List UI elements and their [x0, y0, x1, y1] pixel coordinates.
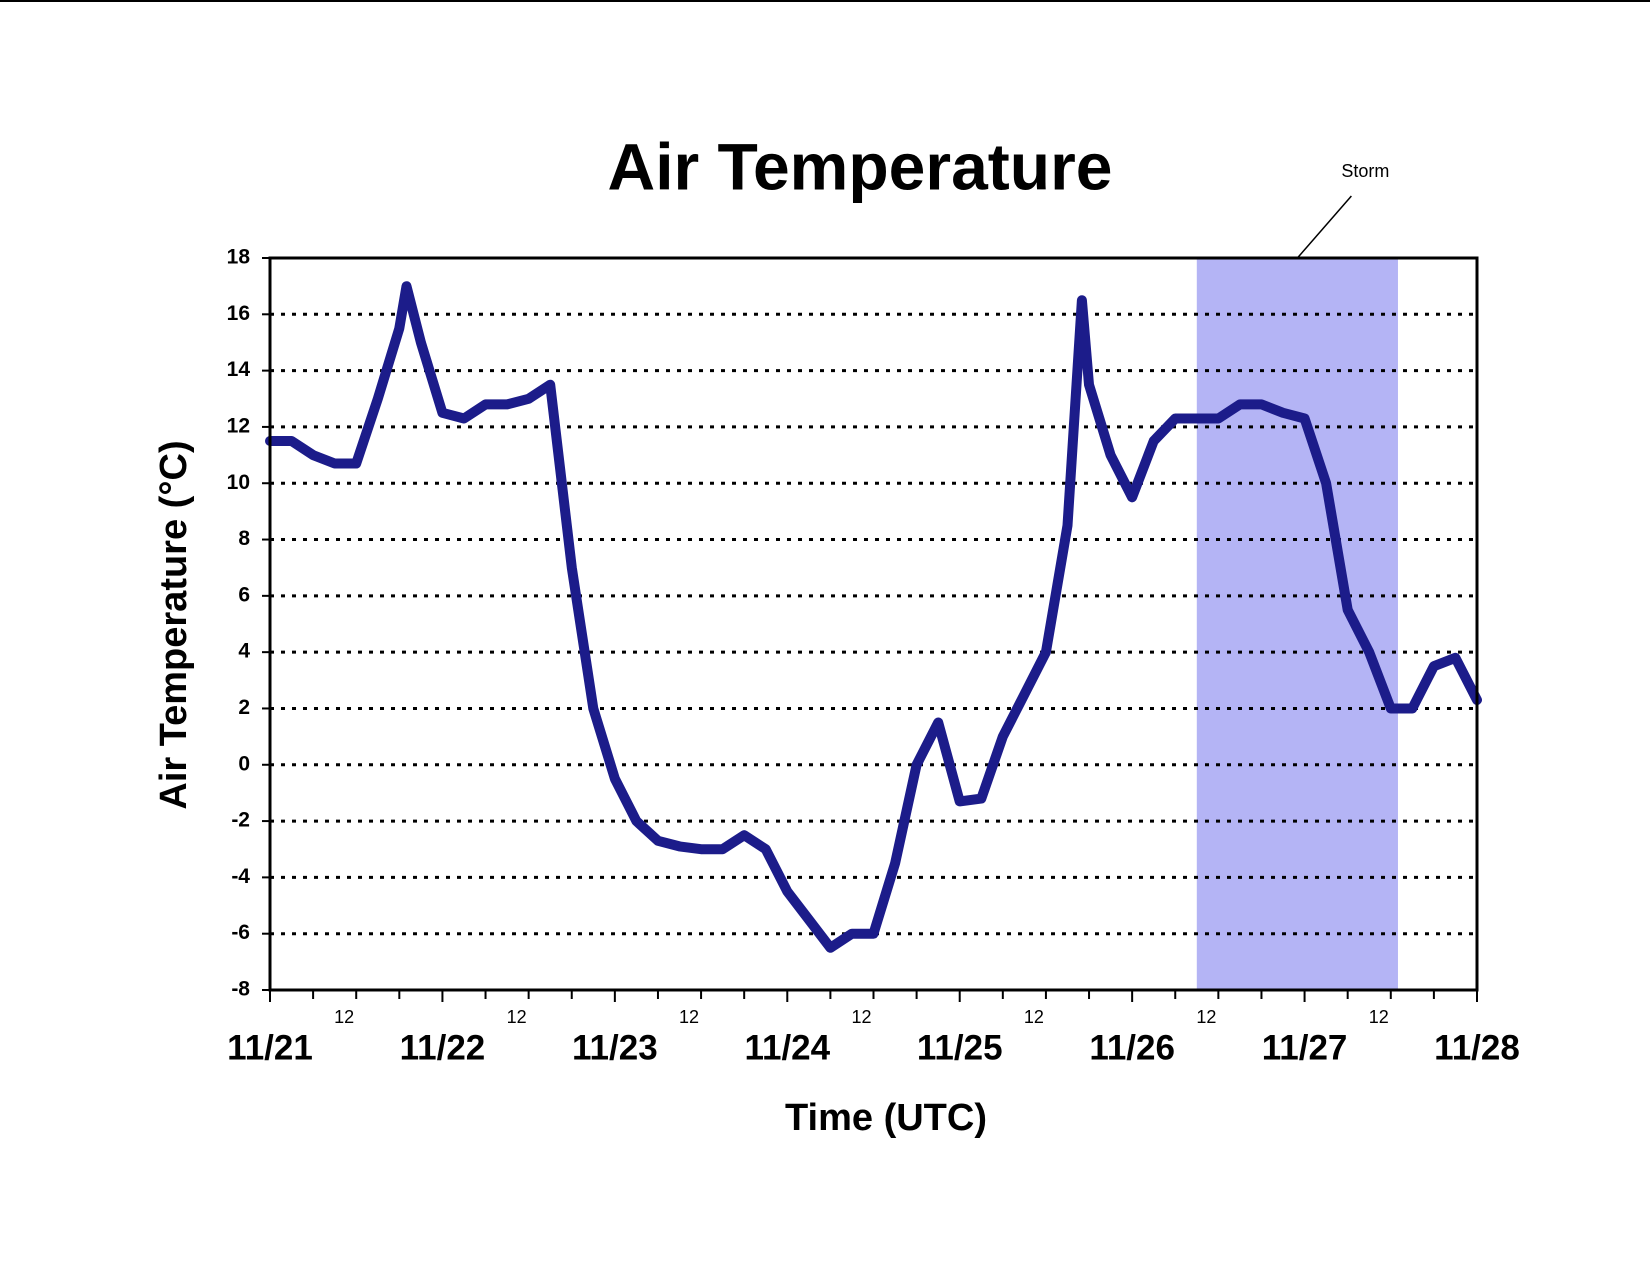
x-tick-label: 12 — [1196, 1007, 1216, 1027]
y-tick-label: 6 — [238, 583, 250, 606]
y-tick-label: 14 — [227, 358, 251, 381]
x-tick-label: 12 — [679, 1007, 699, 1027]
x-tick-label: 11/26 — [1089, 1028, 1175, 1067]
x-tick-label: 11/27 — [1262, 1028, 1348, 1067]
y-tick-label: 10 — [227, 471, 250, 494]
temperature-line — [265, 281, 1482, 953]
y-axis-title: Air Temperature (°C) — [153, 440, 195, 809]
chart-title: Air Temperature — [608, 129, 1113, 203]
x-tick-label: 11/23 — [572, 1028, 658, 1067]
y-tick-label: 12 — [227, 414, 250, 437]
y-tick-label: -2 — [231, 809, 250, 832]
x-tick-label: 12 — [1024, 1007, 1044, 1027]
y-tick-label: -8 — [231, 978, 250, 1001]
y-tick-label: 2 — [238, 696, 250, 719]
x-axis-title: Time (UTC) — [785, 1097, 987, 1139]
annotation-label: Storm — [1341, 161, 1389, 181]
x-tick-label: 11/25 — [917, 1028, 1003, 1067]
storm-band — [1196, 258, 1398, 990]
x-tick-label: 12 — [1369, 1007, 1389, 1027]
y-tick-label: -6 — [231, 921, 250, 944]
x-tick-label: 12 — [334, 1007, 354, 1027]
y-tick-label: 4 — [238, 640, 250, 663]
y-tick-label: 18 — [227, 246, 251, 269]
x-tick-label: 12 — [507, 1007, 527, 1027]
y-tick-label: 0 — [238, 752, 250, 775]
y-tick-label: -4 — [231, 865, 250, 888]
plot-border — [268, 256, 1479, 992]
x-tick-label: 11/21 — [227, 1028, 313, 1067]
x-tick-label: 11/28 — [1434, 1028, 1520, 1067]
y-tick-label: 16 — [227, 302, 250, 325]
x-tick-label: 12 — [851, 1007, 871, 1027]
y-tick-label: 8 — [238, 527, 250, 550]
annotation-leader — [1296, 195, 1352, 259]
x-tick-label: 11/22 — [400, 1028, 486, 1067]
x-tick-label: 11/24 — [744, 1028, 830, 1067]
